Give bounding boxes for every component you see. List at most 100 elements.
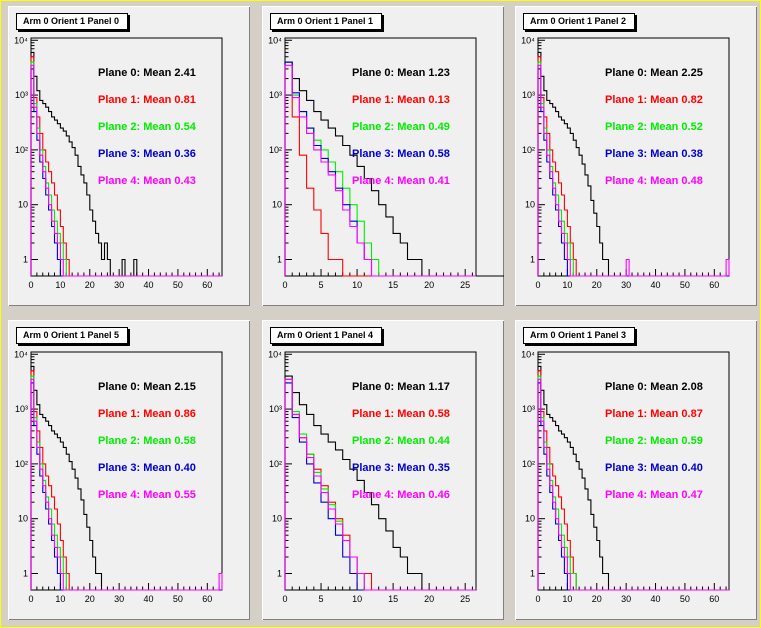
legend-entry: Plane 2: Mean 0.52 xyxy=(605,121,703,133)
x-tick-label: 50 xyxy=(680,280,690,290)
y-tick-label: 10² xyxy=(269,145,282,155)
x-tick-label: 60 xyxy=(202,594,212,604)
histogram-series xyxy=(284,61,504,277)
x-tick-label: 15 xyxy=(388,594,398,604)
x-tick-label: 10 xyxy=(55,280,65,290)
x-tick-label: 25 xyxy=(460,594,470,604)
x-tick-label: 0 xyxy=(28,280,33,290)
x-tick-label: 10 xyxy=(55,594,65,604)
x-tick-label: 40 xyxy=(144,280,154,290)
y-tick-label: 10³ xyxy=(15,404,28,414)
pad-0: Arm 0 Orient 1 Panel 0 0 10 20 30 40 50 60 1 10 1… xyxy=(8,6,250,306)
x-tick-label: 10 xyxy=(562,280,572,290)
x-tick-label: 0 xyxy=(535,594,540,604)
x-tick-label: 5 xyxy=(319,280,324,290)
pad-title: Arm 0 Orient 1 Panel 5 xyxy=(16,327,129,344)
y-tick-label: 10³ xyxy=(522,404,535,414)
histogram-series xyxy=(537,382,729,591)
legend-entry: Plane 0: Mean 1.23 xyxy=(352,67,450,79)
x-tick-label: 40 xyxy=(651,280,661,290)
x-tick-label: 60 xyxy=(202,280,212,290)
pad-title: Arm 0 Orient 1 Panel 4 xyxy=(270,327,383,344)
y-tick-label: 1 xyxy=(23,569,28,579)
pad-title: Arm 0 Orient 1 Panel 3 xyxy=(523,327,636,344)
x-tick-label: 60 xyxy=(709,280,719,290)
x-tick-label: 20 xyxy=(424,280,434,290)
legend-entry: Plane 2: Mean 0.59 xyxy=(605,435,703,447)
y-tick-label: 10 xyxy=(18,200,28,210)
legend-entry: Plane 1: Mean 0.58 xyxy=(352,408,450,420)
histogram-series xyxy=(537,64,730,277)
x-tick-label: 20 xyxy=(85,280,95,290)
histogram-series xyxy=(30,64,222,277)
legend-entry: Plane 0: Mean 2.15 xyxy=(98,381,196,393)
y-tick-label: 1 xyxy=(530,569,535,579)
x-tick-label: 30 xyxy=(114,280,124,290)
y-tick-label: 10⁴ xyxy=(521,349,535,359)
legend-entry: Plane 3: Mean 0.58 xyxy=(352,148,450,160)
histogram-series xyxy=(284,61,476,277)
x-tick-label: 20 xyxy=(424,594,434,604)
legend-entry: Plane 4: Mean 0.47 xyxy=(605,489,703,501)
y-tick-label: 1 xyxy=(277,255,282,265)
x-tick-label: 20 xyxy=(592,594,602,604)
y-tick-label: 1 xyxy=(277,569,282,579)
y-tick-label: 10 xyxy=(525,514,535,524)
x-tick-label: 40 xyxy=(651,594,661,604)
histogram-series xyxy=(30,382,222,591)
histogram-series xyxy=(30,378,223,591)
pad-title: Arm 0 Orient 1 Panel 1 xyxy=(270,13,383,30)
y-tick-label: 10 xyxy=(525,200,535,210)
y-tick-label: 1 xyxy=(23,255,28,265)
y-tick-label: 10³ xyxy=(15,90,28,100)
histogram-plot: 0 5 10 15 20 25 1 10 10² 10³ 10⁴ Plane 0: Mean 1.17… xyxy=(268,349,477,604)
histogram-plot: 0 10 20 30 40 50 60 1 10 10² 10³ 10⁴ Plane 0: Mean 2… xyxy=(14,349,223,604)
legend-entry: Plane 0: Mean 2.08 xyxy=(605,381,703,393)
x-tick-label: 30 xyxy=(621,280,631,290)
x-tick-label: 20 xyxy=(85,594,95,604)
legend-entry: Plane 4: Mean 0.55 xyxy=(98,489,196,501)
x-tick-label: 60 xyxy=(709,594,719,604)
y-tick-label: 10³ xyxy=(269,90,282,100)
x-tick-label: 0 xyxy=(535,280,540,290)
pad-3: Arm 0 Orient 1 Panel 3 0 10 20 30 40 50 60 1 10 1… xyxy=(515,320,757,620)
histogram-plot: 0 10 20 30 40 50 60 1 10 10² 10³ 10⁴ Plane 0: Mean 2… xyxy=(521,35,730,290)
x-tick-label: 0 xyxy=(282,594,287,604)
histogram-series xyxy=(537,51,729,277)
x-tick-label: 30 xyxy=(114,594,124,604)
histogram-series xyxy=(537,378,729,591)
y-tick-label: 10⁴ xyxy=(14,349,28,359)
x-tick-label: 50 xyxy=(173,280,183,290)
pad-5: Arm 0 Orient 1 Panel 5 0 10 20 30 40 50 60 1 10 1… xyxy=(8,320,250,620)
histogram-series xyxy=(284,378,476,591)
legend-entry: Plane 0: Mean 2.25 xyxy=(605,67,703,79)
y-tick-label: 10 xyxy=(272,514,282,524)
y-tick-label: 10 xyxy=(18,514,28,524)
y-tick-label: 10² xyxy=(522,459,535,469)
x-tick-label: 40 xyxy=(144,594,154,604)
legend-entry: Plane 0: Mean 1.17 xyxy=(352,381,450,393)
legend-entry: Plane 3: Mean 0.40 xyxy=(605,462,703,474)
x-tick-label: 10 xyxy=(562,594,572,604)
y-tick-label: 10³ xyxy=(522,90,535,100)
y-tick-label: 10⁴ xyxy=(268,35,282,45)
y-tick-label: 10⁴ xyxy=(14,35,28,45)
y-tick-label: 10² xyxy=(15,145,28,155)
plot-frame xyxy=(284,37,477,277)
x-tick-label: 0 xyxy=(28,594,33,604)
pad-4: Arm 0 Orient 1 Panel 4 0 5 10 15 20 25 1 10 10² 1… xyxy=(262,320,504,620)
legend-entry: Plane 4: Mean 0.41 xyxy=(352,175,450,187)
y-tick-label: 10⁴ xyxy=(521,35,535,45)
legend-entry: Plane 1: Mean 0.13 xyxy=(352,94,450,106)
x-tick-label: 0 xyxy=(282,280,287,290)
y-tick-label: 10 xyxy=(272,200,282,210)
legend-entry: Plane 1: Mean 0.81 xyxy=(98,94,196,106)
x-tick-label: 50 xyxy=(173,594,183,604)
legend-entry: Plane 3: Mean 0.40 xyxy=(98,462,196,474)
histogram-plot: 0 5 10 15 20 25 1 10 10² 10³ 10⁴ Plane 0: Mean 1.23… xyxy=(268,35,504,290)
y-tick-label: 10³ xyxy=(269,404,282,414)
y-tick-label: 10² xyxy=(522,145,535,155)
legend-entry: Plane 1: Mean 0.82 xyxy=(605,94,703,106)
legend-entry: Plane 2: Mean 0.58 xyxy=(98,435,196,447)
